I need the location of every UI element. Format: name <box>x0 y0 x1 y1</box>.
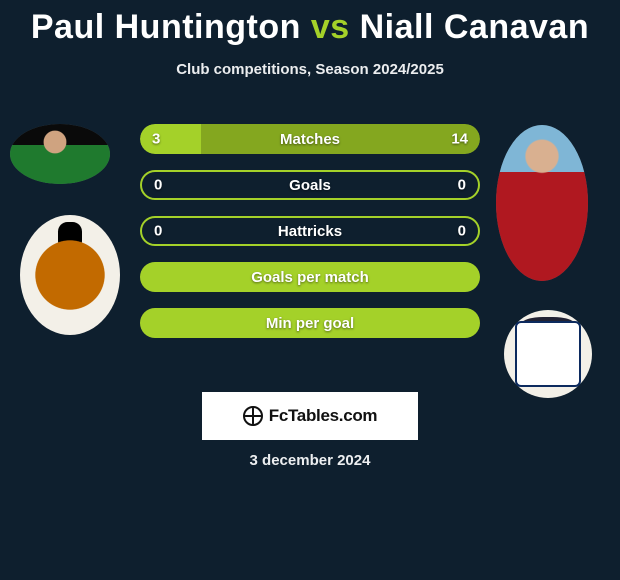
player2-name: Niall Canavan <box>360 8 589 46</box>
player1-name: Paul Huntington <box>31 8 301 46</box>
stat-value-right: 0 <box>458 177 466 194</box>
stat-row-matches: 3 Matches 14 <box>140 124 480 154</box>
player2-club-crest <box>504 310 592 398</box>
stat-label: Goals <box>289 177 331 194</box>
stat-value-left: 0 <box>154 223 162 240</box>
stat-row-goals-per-match: Goals per match <box>140 262 480 292</box>
comparison-title: Paul Huntington vs Niall Canavan <box>0 0 620 47</box>
stat-label: Matches <box>280 131 340 148</box>
fctables-logo: FcTables.com <box>202 392 418 440</box>
stat-label: Min per goal <box>266 315 354 332</box>
stat-fill-right <box>201 124 480 154</box>
player1-avatar <box>10 124 110 184</box>
player1-club-crest <box>20 215 120 335</box>
stat-row-goals: 0 Goals 0 <box>140 170 480 200</box>
stat-value-right: 0 <box>458 223 466 240</box>
subtitle: Club competitions, Season 2024/2025 <box>0 61 620 78</box>
vs-text: vs <box>311 8 350 46</box>
stat-value-right: 14 <box>451 131 468 148</box>
stat-label: Goals per match <box>251 269 369 286</box>
stat-row-hattricks: 0 Hattricks 0 <box>140 216 480 246</box>
player2-avatar <box>496 125 588 281</box>
globe-icon <box>243 406 263 426</box>
generation-date: 3 december 2024 <box>0 452 620 469</box>
stats-container: 3 Matches 14 0 Goals 0 0 Hattricks 0 Goals per ma… <box>140 124 480 338</box>
stat-label: Hattricks <box>278 223 342 240</box>
stat-row-min-per-goal: Min per goal <box>140 308 480 338</box>
logo-text: FcTables.com <box>269 406 378 426</box>
stat-value-left: 3 <box>152 131 160 148</box>
stat-value-left: 0 <box>154 177 162 194</box>
stat-fill-left <box>140 124 201 154</box>
